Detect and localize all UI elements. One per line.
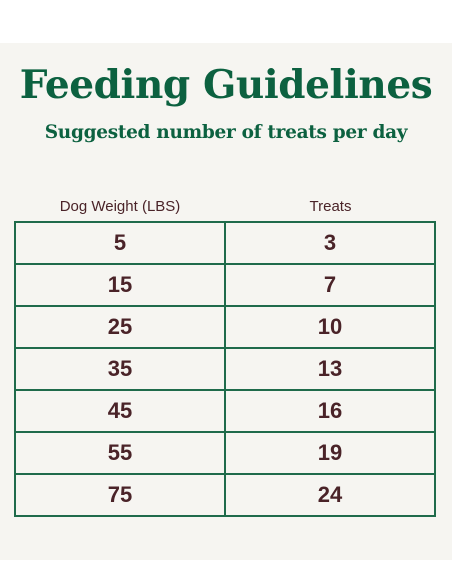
treats-cell: 10 xyxy=(226,307,436,349)
treats-cell: 3 xyxy=(226,223,436,265)
table-row: 5 3 xyxy=(16,223,436,265)
table-row: 35 13 xyxy=(16,349,436,391)
table-row: 25 10 xyxy=(16,307,436,349)
treats-cell: 19 xyxy=(226,433,436,475)
table-row: 45 16 xyxy=(16,391,436,433)
dog-weight-cell: 55 xyxy=(16,433,226,475)
page-subtitle: Suggested number of treats per day xyxy=(44,122,408,143)
dog-weight-cell: 35 xyxy=(16,349,226,391)
page-title: Feeding Guidelines xyxy=(19,62,433,108)
dog-weight-cell: 15 xyxy=(16,265,226,307)
dog-weight-cell: 45 xyxy=(16,391,226,433)
column-header-dog-weight: Dog Weight (LBS) xyxy=(59,198,181,215)
treats-cell: 16 xyxy=(226,391,436,433)
dog-weight-cell: 75 xyxy=(16,475,226,517)
column-header-treats: Treats xyxy=(309,198,352,215)
table-row: 15 7 xyxy=(16,265,436,307)
treats-cell: 24 xyxy=(226,475,436,517)
treats-cell: 13 xyxy=(226,349,436,391)
content-panel: Feeding Guidelines Suggested number of t… xyxy=(0,43,452,560)
feeding-table: 5 3 15 7 25 10 35 13 45 16 55 19 75 24 xyxy=(14,221,436,517)
dog-weight-cell: 5 xyxy=(16,223,226,265)
table-row: 75 24 xyxy=(16,475,436,517)
treats-cell: 7 xyxy=(226,265,436,307)
dog-weight-cell: 25 xyxy=(16,307,226,349)
table-row: 55 19 xyxy=(16,433,436,475)
